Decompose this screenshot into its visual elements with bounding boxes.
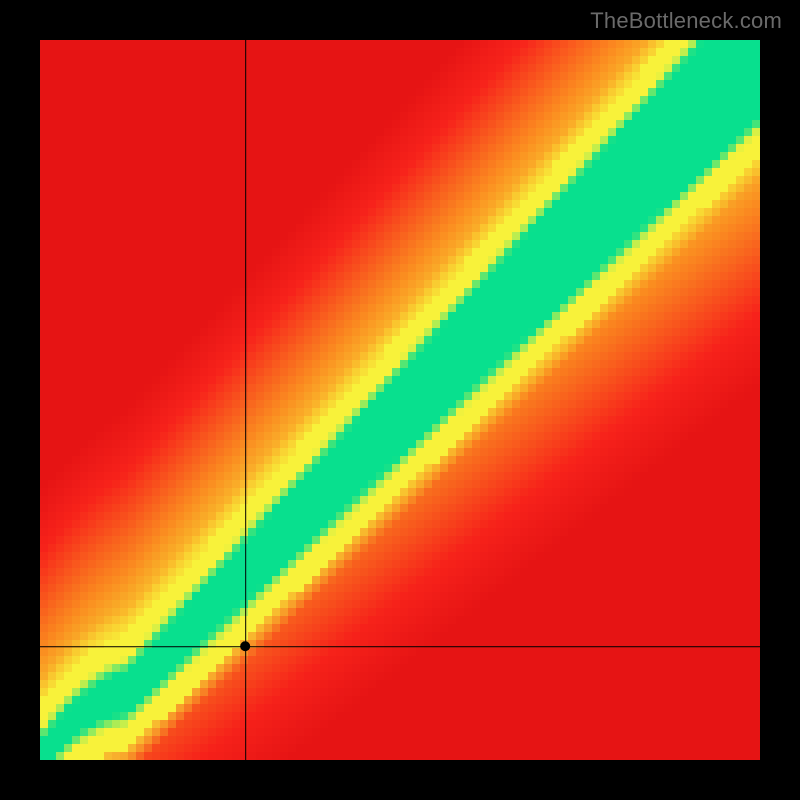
crosshair-overlay <box>40 40 760 760</box>
chart-container: TheBottleneck.com <box>0 0 800 800</box>
watermark-text: TheBottleneck.com <box>590 8 782 34</box>
heatmap-plot <box>40 40 760 760</box>
